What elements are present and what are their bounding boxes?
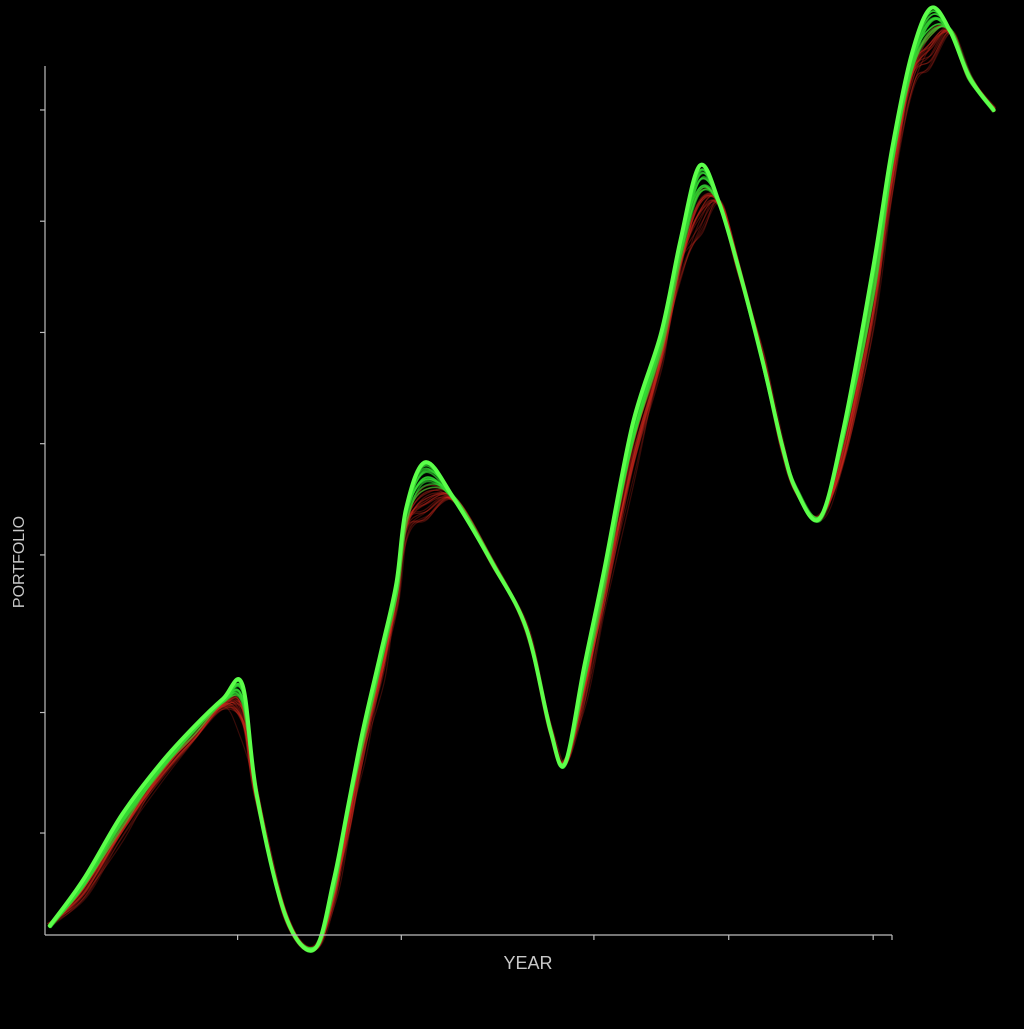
x-axis-ticks xyxy=(237,935,893,940)
portfolio-upper-envelope xyxy=(47,5,996,953)
axes xyxy=(40,66,893,940)
y-axis-ticks xyxy=(40,109,45,834)
portfolio-trajectory-bundle xyxy=(46,5,997,953)
x-axis-label: YEAR xyxy=(503,953,552,973)
y-axis-label: PORTFOLIO xyxy=(11,516,28,608)
